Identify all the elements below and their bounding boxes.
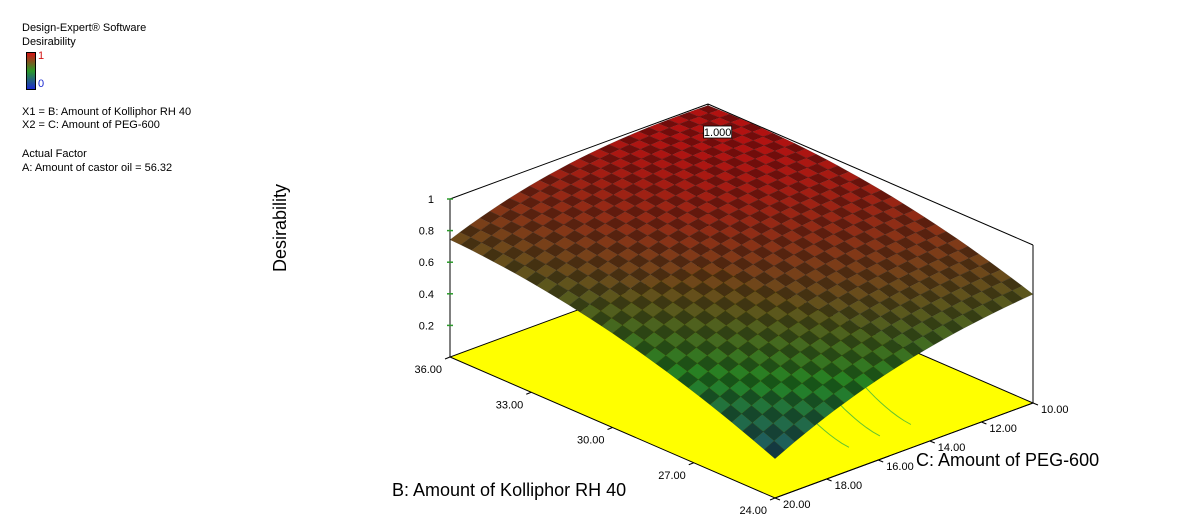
z-tick-label: 0.8 (419, 226, 434, 238)
x-tick-label: 36.00 (414, 364, 442, 376)
actual-factor-heading: Actual Factor (22, 148, 87, 160)
y-tick-label: 14.00 (938, 442, 966, 454)
factor-x1: X1 = B: Amount of Kolliphor RH 40 (22, 106, 192, 118)
peak-label-box (703, 125, 733, 139)
y-tick-mark (774, 497, 781, 501)
y-axis-title: C: Amount of PEG-600 (916, 450, 1100, 470)
y-tick-label: 12.00 (989, 423, 1017, 435)
y-tick-mark (878, 459, 884, 463)
x-tick-mark (444, 356, 451, 360)
colorbar-high-label: 1 (38, 50, 45, 62)
x-tick-mark (526, 391, 532, 395)
y-tick-label: 18.00 (835, 480, 863, 492)
actual-factor-value: A: Amount of castor oil = 56.32 (22, 162, 173, 174)
z-axis-title: Desirability (270, 184, 291, 272)
z-tick-label: 0.2 (419, 320, 434, 332)
z-tick-label: 0.6 (419, 257, 434, 269)
x-tick-mark (688, 462, 694, 466)
x-tick-mark (607, 427, 613, 430)
y-tick-label: 20.00 (783, 499, 811, 511)
z-axis-title-text: Desirability (270, 183, 290, 272)
x-tick-label: 33.00 (496, 399, 524, 411)
x-tick-mark (769, 497, 776, 501)
factor-x2: X2 = C: Amount of PEG-600 (22, 119, 160, 131)
y-tick-mark (1032, 402, 1039, 406)
x-tick-label: 27.00 (658, 470, 686, 482)
response-name: Desirability (22, 36, 76, 48)
x-tick-label: 30.00 (577, 435, 605, 447)
box-edge-top-right (707, 103, 1034, 246)
box-edge-front-bottom (774, 402, 1034, 499)
colorbar (26, 52, 36, 90)
y-tick-label: 10.00 (1041, 404, 1069, 416)
x-axis-title: B: Amount of Kolliphor RH 40 (392, 480, 627, 500)
y-tick-mark (826, 478, 832, 482)
y-tick-mark (981, 421, 987, 425)
surface-cell (763, 440, 786, 459)
peak-label: 1.000 (704, 127, 732, 139)
z-tick-label: 1 (428, 194, 434, 206)
software-name: Design-Expert® Software (22, 22, 147, 34)
y-tick-mark (929, 440, 935, 444)
colorbar-low-label: 0 (38, 78, 45, 90)
box-edge-top-back (449, 103, 709, 200)
y-tick-label: 16.00 (886, 461, 914, 473)
z-tick-label: 0.4 (419, 289, 434, 301)
x-tick-label: 24.00 (739, 505, 767, 517)
